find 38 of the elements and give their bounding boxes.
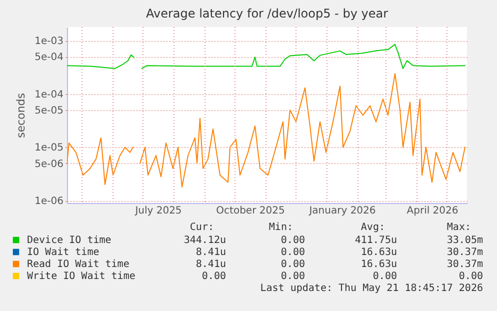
legend-label: Device IO time <box>27 235 112 246</box>
text: Max: <box>446 222 471 233</box>
text: 0.00 <box>202 271 226 282</box>
text: Min: <box>268 222 293 233</box>
y-tick-label: 1e-04 <box>34 89 64 100</box>
y-tick-label: 5e-04 <box>34 52 64 64</box>
text: 33.05m <box>446 235 483 246</box>
chart-title: Average latency for /dev/loop5 - by year <box>146 6 388 20</box>
text: Last update: Thu May 21 18:45:17 2026 <box>260 283 483 294</box>
text: 0.00 <box>280 271 305 282</box>
text: 344.12u <box>184 235 226 246</box>
x-tick-label: April 2026 <box>406 206 458 216</box>
text: 0.00 <box>280 247 305 258</box>
text: 8.41u <box>196 259 226 270</box>
text: 0.00 <box>372 271 397 282</box>
y-axis-title: seconds <box>14 92 28 138</box>
x-tick-label: October 2025 <box>216 206 285 216</box>
legend-label: Read IO Wait time <box>27 259 130 270</box>
legend-label: Write IO Wait time <box>27 271 136 282</box>
y-tick-label: 5e-05 <box>34 105 64 116</box>
y-tick-label: 1e-05 <box>34 142 64 154</box>
text: 0.00 <box>458 271 483 282</box>
legend-label: IO Wait time <box>27 247 100 258</box>
text: Cur: <box>190 222 214 233</box>
text: 411.75u <box>354 235 397 246</box>
text: 0.00 <box>280 235 305 246</box>
text: 0.00 <box>280 259 305 270</box>
x-tick-label: January 2026 <box>308 206 376 216</box>
text: 16.63u <box>360 247 397 258</box>
y-tick-label: 1e-03 <box>34 36 64 48</box>
text: 8.41u <box>196 247 226 258</box>
text: 30.37m <box>446 259 483 270</box>
text: 30.37m <box>446 247 483 258</box>
x-tick-label: July 2025 <box>134 206 182 216</box>
y-tick-label: 1e-06 <box>34 196 64 208</box>
y-tick-label: 5e-06 <box>34 158 64 170</box>
text: Avg: <box>360 222 385 233</box>
text: 16.63u <box>360 259 397 270</box>
